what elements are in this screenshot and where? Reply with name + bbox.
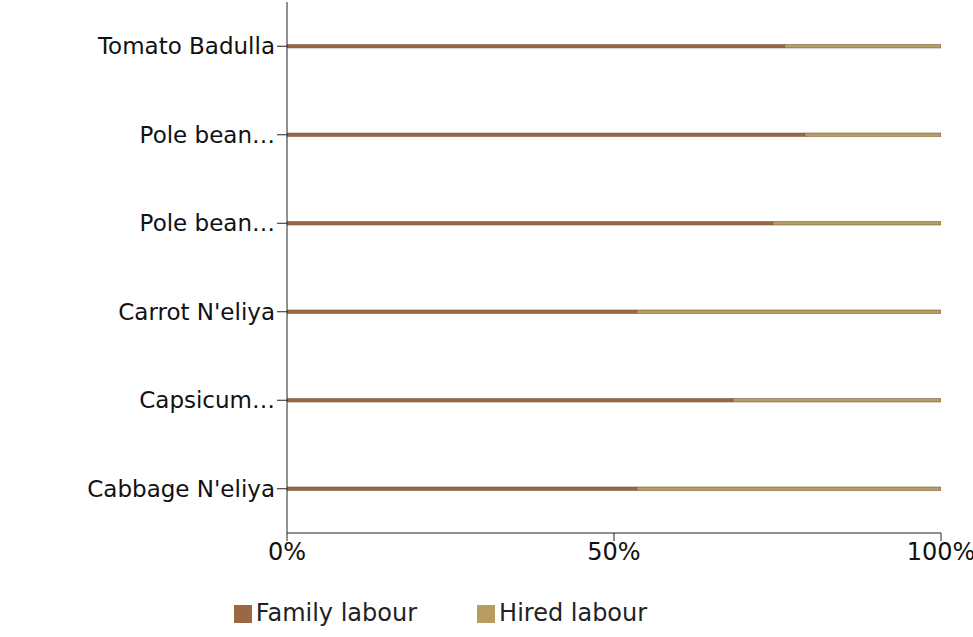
svg-text:50%: 50%: [587, 538, 640, 566]
svg-text:Capsicum…: Capsicum…: [139, 387, 275, 413]
svg-text:Cabbage N'eliya: Cabbage N'eliya: [87, 476, 275, 502]
svg-text:100%: 100%: [907, 538, 965, 566]
svg-text:Tomato Badulla: Tomato Badulla: [97, 33, 275, 59]
svg-text:0%: 0%: [268, 538, 306, 566]
html-text:Family labour: Family labour: [255, 599, 418, 627]
html-text:Hired labour: Hired labour: [499, 599, 648, 627]
svg-text:Carrot N'eliya: Carrot N'eliya: [118, 299, 275, 325]
svg-text:Pole bean…: Pole bean…: [140, 122, 275, 148]
svg-text:Pole bean…: Pole bean…: [140, 210, 275, 236]
